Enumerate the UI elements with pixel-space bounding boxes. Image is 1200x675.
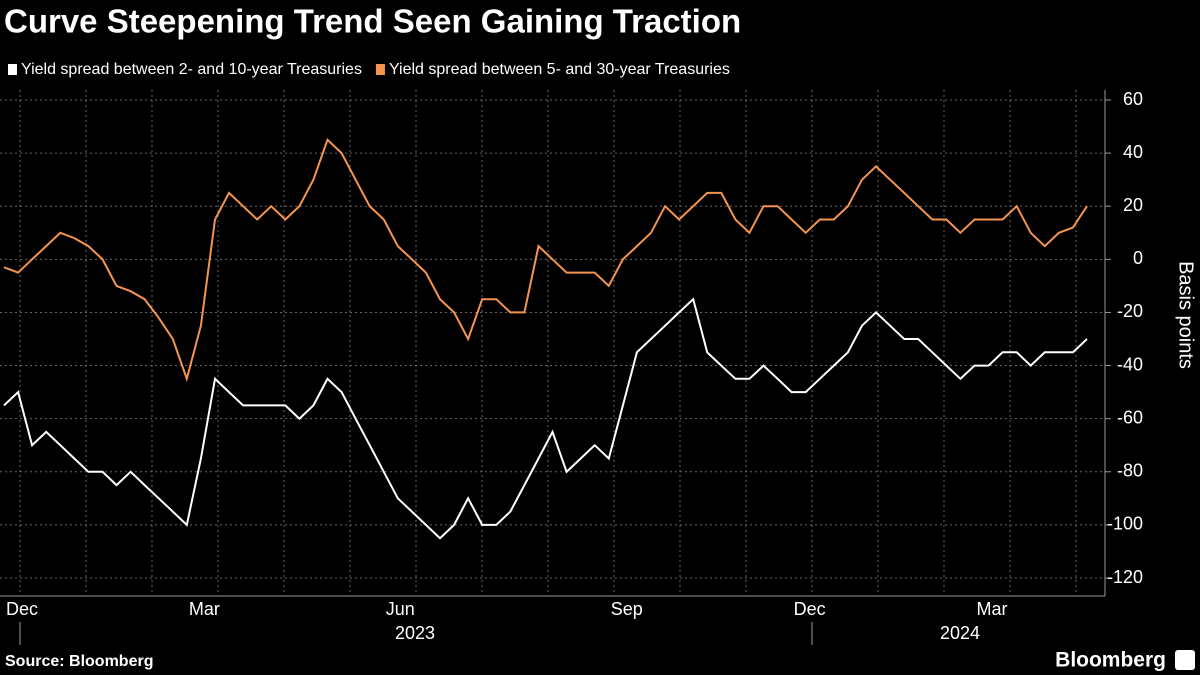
y-tick-label: -20 <box>1117 301 1143 321</box>
y-tick-label: 40 <box>1123 142 1143 162</box>
x-tick-label: Jun <box>386 599 415 619</box>
y-tick-label: -80 <box>1117 461 1143 481</box>
y-tick-label: -120 <box>1107 567 1143 587</box>
x-tick-label: Sep <box>611 599 643 619</box>
brand: Bloomberg <box>1055 649 1166 672</box>
x-tick-label: Dec <box>6 599 38 619</box>
y-tick-label: 60 <box>1123 89 1143 109</box>
brand-icon <box>1175 650 1195 670</box>
y-tick-label: 0 <box>1133 248 1143 268</box>
x-year-label: 2024 <box>940 623 980 643</box>
series-line <box>3 138 1088 383</box>
chart-title: Curve Steepening Trend Seen Gaining Trac… <box>4 3 741 40</box>
y-tick-label: -40 <box>1117 354 1143 374</box>
y-tick-label: 20 <box>1123 195 1143 215</box>
legend-swatch <box>375 64 385 75</box>
y-axis-label: Basis points <box>1175 261 1197 369</box>
x-year-label: 2023 <box>395 623 435 643</box>
legend-label: Yield spread between 2- and 10-year Trea… <box>21 61 362 78</box>
source: Source: Bloomberg <box>5 653 153 670</box>
y-tick-label: -100 <box>1107 514 1143 534</box>
legend-label: Yield spread between 5- and 30-year Trea… <box>389 61 730 78</box>
legend-swatch <box>8 64 17 75</box>
x-tick-label: Mar <box>976 599 1007 619</box>
y-tick-label: -60 <box>1117 407 1143 427</box>
x-tick-label: Dec <box>794 599 826 619</box>
series-line <box>3 297 1088 540</box>
x-tick-label: Mar <box>189 599 220 619</box>
